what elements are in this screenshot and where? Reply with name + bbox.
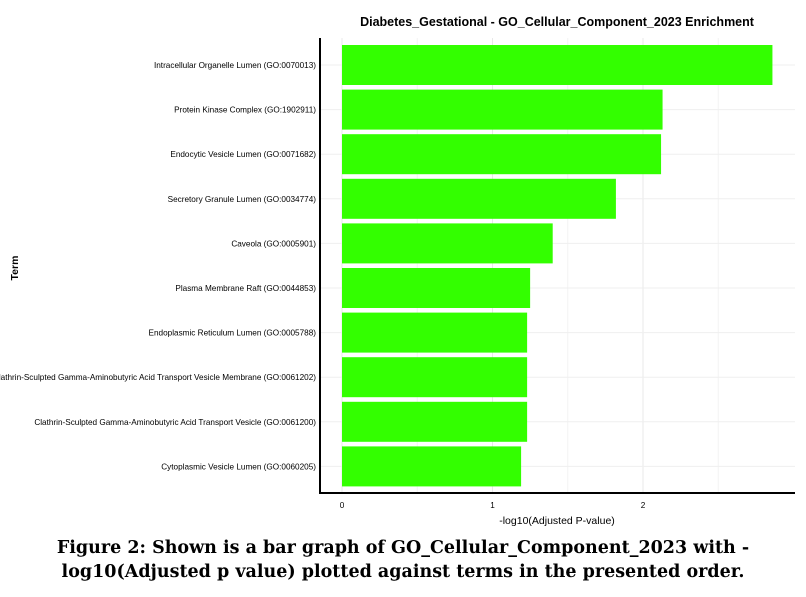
bar	[342, 178, 616, 219]
bar	[342, 312, 528, 353]
category-label: Endocytic Vesicle Lumen (GO:0071682)	[170, 150, 316, 159]
x-tick-labels: 0 1 2	[340, 501, 646, 510]
chart-title: Diabetes_Gestational - GO_Cellular_Compo…	[360, 15, 755, 29]
bar	[342, 401, 528, 442]
x-tick-label: 0	[340, 501, 345, 510]
bar	[342, 268, 531, 308]
category-label: Protein Kinase Complex (GO:1902911)	[174, 106, 316, 115]
bar	[342, 446, 522, 487]
category-label: Clathrin-Sculpted Gamma-Aminobutyric Aci…	[0, 373, 316, 382]
category-label: Plasma Membrane Raft (GO:0044853)	[175, 284, 316, 293]
category-label: Endoplasmic Reticulum Lumen (GO:0005788)	[149, 329, 317, 338]
x-axis-title: -log10(Adjusted P-value)	[499, 515, 615, 527]
category-label: Intracellular Organelle Lumen (GO:007001…	[154, 61, 316, 70]
bar-chart: Intracellular Organelle Lumen (GO:007001…	[0, 15, 795, 527]
caption-line-1: Figure 2: Shown is a bar graph of GO_Cel…	[56, 538, 750, 558]
bar	[342, 223, 553, 264]
category-label: Caveola (GO:0005901)	[231, 239, 316, 248]
category-label: Cytoplasmic Vesicle Lumen (GO:0060205)	[161, 462, 316, 471]
caption-line-2: log10(Adjusted p value) plotted against …	[61, 562, 745, 582]
category-label: Secretory Granule Lumen (GO:0034774)	[168, 195, 317, 204]
axes	[319, 38, 795, 494]
bar	[342, 357, 528, 398]
bar	[342, 45, 773, 85]
category-labels: Intracellular Organelle Lumen (GO:007001…	[0, 61, 316, 471]
bar	[342, 134, 662, 175]
x-tick-label: 1	[490, 501, 495, 510]
bars	[342, 45, 773, 487]
x-tick-label: 2	[641, 501, 646, 510]
figure-caption: Figure 2: Shown is a bar graph of GO_Cel…	[0, 536, 806, 584]
category-label: Clathrin-Sculpted Gamma-Aminobutyric Aci…	[34, 418, 316, 427]
bar	[342, 89, 663, 130]
y-axis-title: Term	[9, 256, 21, 281]
